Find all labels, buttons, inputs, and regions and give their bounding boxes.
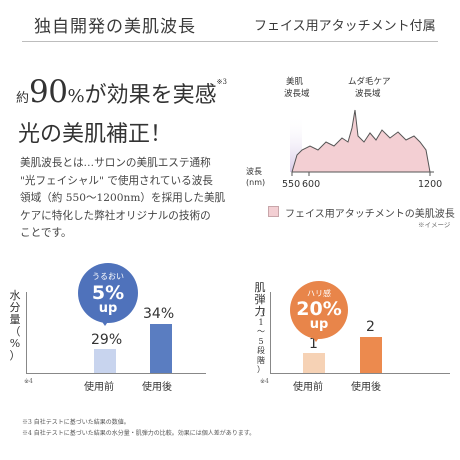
- moisture-value-before: 29%: [91, 332, 123, 348]
- headline-rest: が効果を実感: [84, 83, 217, 108]
- elasticity-bubble-value: 20%: [296, 298, 342, 320]
- moisture-xlabel-before: 使用前: [84, 382, 114, 393]
- headline-prefix: 約: [16, 91, 30, 106]
- headline-line1: 約90%が効果を実感※3: [16, 74, 227, 110]
- header-left-title: 独自開発の美肌波長: [34, 17, 196, 37]
- elasticity-bar-after: [360, 337, 382, 373]
- moisture-bar-after: [150, 324, 172, 373]
- spectrum-fill: [291, 109, 431, 173]
- header-right-title: フェイス用アタッチメント付属: [254, 19, 436, 34]
- moisture-bubble-value: 5%: [91, 282, 125, 304]
- elasticity-xlabel-before: 使用前: [293, 382, 323, 393]
- tick-label-550: 550: [282, 179, 300, 190]
- moisture-bubble-up: up: [98, 301, 118, 316]
- ysub-char: 階: [257, 355, 265, 365]
- elasticity-bubble: ハリ感 20% up: [290, 281, 348, 339]
- headline-line2: 光の美肌補正！: [18, 122, 173, 147]
- elasticity-y-axis: [270, 292, 271, 374]
- ylabel-char: 肌: [254, 281, 266, 294]
- ylabel-char: 分: [9, 301, 21, 314]
- moisture-note: ※4: [24, 378, 33, 385]
- moisture-xlabel-after: 使用後: [142, 382, 172, 393]
- moisture-bubble: うるおい 5% up: [78, 263, 138, 323]
- elasticity-xlabel-after: 使用後: [351, 382, 381, 393]
- ylabel-char: %: [9, 337, 21, 350]
- body-line: ケアに特化した弊社オリジナルの技術の: [20, 209, 211, 222]
- ysub-char: （: [257, 308, 265, 317]
- moisture-baseline: [26, 373, 206, 374]
- moisture-bar-before: [94, 349, 116, 373]
- legend-text: フェイス用アタッチメントの美肌波長: [285, 209, 455, 220]
- spectrum-diagram: 美肌 波長域 ムダ毛ケア 波長域 波長 (nm) 550 600 1200: [246, 76, 442, 190]
- elasticity-value-before: 1: [309, 336, 318, 352]
- label-skin-1: 美肌: [286, 76, 304, 87]
- body-line: 領域（約 550〜1200nm）を採用した美肌: [20, 192, 226, 204]
- header-divider: [22, 41, 438, 42]
- footnote-4: ※4 自社テストに基づいた結果の水分量・肌弾力の比較。効果には個人差があります。: [22, 430, 256, 437]
- ylabel-char: （: [9, 325, 21, 338]
- elasticity-bubble-label: ハリ感: [307, 289, 331, 298]
- elasticity-bar-before: [303, 353, 325, 373]
- ylabel-char: 量: [9, 313, 21, 326]
- moisture-y-axis: [26, 292, 27, 374]
- body-line: ことです。: [20, 227, 72, 239]
- ylabel-char: 力: [254, 305, 266, 318]
- headline-note: ※3: [216, 78, 227, 86]
- elasticity-note: ※4: [260, 378, 269, 385]
- ysub-char: 段: [257, 346, 265, 355]
- ysub-char: 1: [258, 317, 264, 327]
- body-line: 美肌波長とは…サロンの美肌エステ通称: [20, 157, 211, 169]
- headline-percent-sign: %: [67, 86, 85, 107]
- elasticity-bubble-up: up: [309, 317, 329, 332]
- ylabel-char: ）: [9, 349, 21, 362]
- headline-percent: 90: [29, 74, 68, 110]
- label-skin-2: 波長域: [284, 88, 310, 99]
- ylabel-char: 水: [9, 289, 21, 302]
- axis-label-1: 波長: [246, 166, 262, 176]
- elasticity-ylabel-sub: （ 1 〜 5 段 階 ）: [256, 308, 266, 375]
- moisture-ylabel: 水 分 量 （ % ）: [8, 290, 22, 362]
- label-hair-1: ムダ毛ケア: [348, 76, 391, 87]
- ysub-char: 5: [258, 336, 264, 346]
- legend-swatch: [268, 206, 279, 217]
- label-hair-2: 波長域: [355, 88, 381, 99]
- tick-label-1200: 1200: [418, 179, 442, 190]
- footnote-3: ※3 自社テストに基づいた結果の数値。: [22, 419, 130, 426]
- elasticity-ylabel: 肌 弾 力: [253, 282, 267, 318]
- axis-label-2: (nm): [246, 178, 265, 187]
- ylabel-char: 弾: [254, 293, 266, 306]
- moisture-value-after: 34%: [143, 306, 175, 322]
- elasticity-baseline: [270, 373, 450, 374]
- tick-label-600: 600: [302, 179, 320, 190]
- ysub-char: 〜: [257, 327, 265, 336]
- elasticity-value-after: 2: [366, 319, 375, 335]
- legend-note: ※イメージ: [418, 221, 451, 229]
- moisture-bubble-label: うるおい: [92, 272, 124, 281]
- ysub-char: ）: [257, 365, 265, 374]
- body-text: 美肌波長とは…サロンの美肌エステ通称 "光フェイシャル" で使用されている波長 …: [20, 155, 248, 243]
- body-line: "光フェイシャル" で使用されている波長: [20, 174, 213, 187]
